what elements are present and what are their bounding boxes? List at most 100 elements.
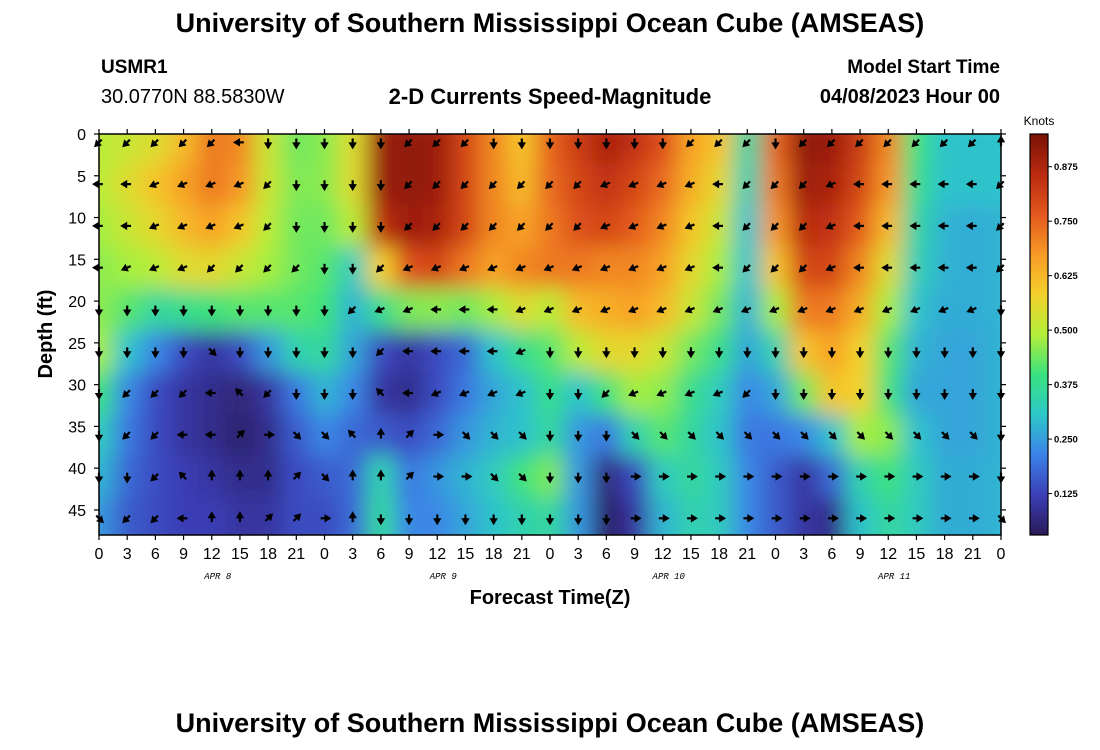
arrow-head — [684, 180, 693, 188]
current-arrow — [573, 222, 582, 231]
heat-cell — [930, 134, 960, 164]
current-arrow — [320, 138, 329, 150]
arrow-head — [263, 181, 272, 190]
arrow-head — [853, 305, 862, 314]
current-arrow — [545, 138, 555, 150]
arrow-head — [292, 142, 301, 150]
current-arrow — [628, 389, 639, 397]
heat-cell — [705, 134, 734, 164]
arrow-head — [658, 351, 667, 359]
x-tick-label: 9 — [630, 546, 639, 563]
current-arrow — [348, 138, 357, 150]
y-axis-label: Depth (ft) — [35, 290, 57, 379]
heat-cell — [197, 134, 227, 164]
arrow-head — [599, 263, 609, 272]
current-arrow — [235, 511, 245, 523]
current-arrow — [292, 180, 301, 192]
arrow-head — [656, 180, 665, 188]
arrow-head — [860, 514, 868, 523]
arrow-head — [375, 264, 384, 273]
x-tick-label: 12 — [879, 546, 897, 563]
arrow-head — [320, 392, 329, 400]
current-arrow — [515, 305, 526, 314]
current-arrow — [348, 222, 357, 233]
arrow-head — [853, 179, 861, 189]
current-arrow — [912, 431, 922, 440]
arrow-head — [888, 472, 896, 481]
current-arrow — [855, 389, 865, 400]
arrow-head — [150, 515, 159, 524]
arrow-head — [263, 222, 272, 231]
arrow-head — [742, 390, 751, 398]
arrow-head — [348, 225, 357, 233]
arrow-head — [599, 305, 609, 314]
arrow-head — [684, 222, 693, 230]
arrow-head — [148, 180, 158, 188]
arrow-head — [292, 351, 301, 359]
arrow-head — [263, 469, 273, 477]
arrow-head — [432, 181, 441, 190]
arrow-head — [320, 225, 329, 233]
arrow-head — [912, 392, 921, 400]
current-arrow — [686, 347, 696, 359]
current-arrow — [712, 263, 723, 272]
arrow-head — [860, 472, 868, 481]
arrow-head — [515, 347, 524, 356]
current-arrow — [432, 222, 441, 231]
current-arrow — [658, 472, 670, 481]
current-arrow — [150, 138, 159, 148]
arrow-head — [571, 305, 580, 314]
heatmap-cells — [99, 134, 1001, 535]
current-arrow — [940, 347, 949, 359]
current-arrow — [348, 469, 357, 481]
arrow-head — [94, 139, 102, 148]
y-tick-label: 0 — [77, 127, 86, 144]
arrow-head — [233, 180, 242, 188]
current-arrow — [628, 263, 639, 272]
arrow-head — [348, 142, 357, 150]
arrow-head — [881, 263, 889, 272]
arrow-head — [799, 351, 808, 359]
current-arrow — [516, 180, 526, 190]
arrow-head — [92, 179, 99, 189]
current-arrow — [263, 222, 272, 231]
current-arrow — [235, 305, 245, 317]
arrow-head — [881, 221, 889, 231]
current-arrow — [432, 180, 441, 190]
arrow-head — [827, 392, 837, 400]
current-arrow — [684, 263, 695, 272]
arrow-head — [148, 222, 158, 230]
current-arrow — [799, 347, 808, 359]
current-arrow — [433, 514, 442, 526]
current-arrow — [743, 431, 753, 440]
arrow-head — [263, 309, 273, 317]
current-arrow — [320, 431, 330, 440]
current-arrow — [965, 179, 977, 189]
arrow-head — [235, 309, 245, 317]
current-arrow — [376, 138, 386, 150]
current-arrow — [883, 138, 892, 148]
arrow-head — [573, 222, 582, 231]
current-arrow — [884, 389, 893, 400]
arrow-head — [545, 392, 555, 400]
arrow-head — [486, 305, 494, 314]
arrow-head — [348, 184, 357, 192]
current-arrow — [656, 180, 667, 188]
arrow-head — [719, 514, 727, 523]
current-arrow — [853, 263, 864, 272]
arrow-head — [912, 351, 921, 359]
arrow-head — [602, 518, 611, 526]
arrow-head — [437, 472, 445, 481]
current-arrow — [881, 263, 893, 272]
current-arrow — [712, 221, 723, 231]
arrow-head — [324, 514, 332, 523]
colorbar-tick-label: 0.625 — [1054, 271, 1078, 282]
current-arrow — [909, 305, 921, 314]
arrow-head — [122, 515, 131, 524]
arrow-head — [348, 267, 357, 275]
y-tick-label: 30 — [68, 378, 86, 395]
arrow-head — [545, 476, 555, 484]
current-arrow — [122, 389, 131, 398]
arrow-head — [232, 138, 240, 147]
current-arrow — [120, 221, 132, 231]
